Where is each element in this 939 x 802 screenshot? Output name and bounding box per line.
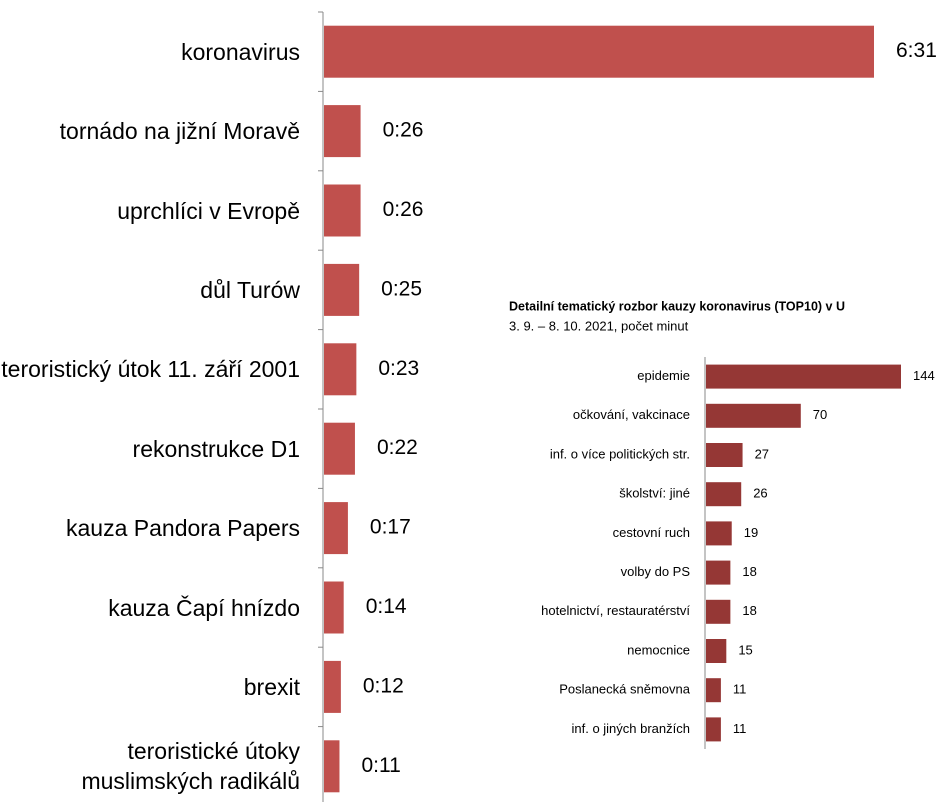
category-label: tornádo na jižní Moravě <box>59 118 300 145</box>
bar <box>706 521 732 546</box>
value-label: 19 <box>744 525 758 540</box>
value-label: 27 <box>755 446 769 461</box>
inset-subtitle: 3. 9. – 8. 10. 2021, počet minut <box>509 318 689 333</box>
category-label: důl Turów <box>200 276 300 303</box>
bar <box>324 581 344 634</box>
bar <box>324 740 340 793</box>
value-label: 0:12 <box>363 674 404 697</box>
category-label: Poslanecká sněmovna <box>559 682 691 697</box>
value-label: 0:14 <box>366 595 407 618</box>
category-label: volby do PS <box>621 564 691 579</box>
value-label: 0:17 <box>370 516 411 539</box>
value-label: 0:26 <box>383 119 424 142</box>
value-label: 15 <box>738 642 752 657</box>
bar <box>324 263 360 316</box>
category-label: epidemie <box>637 368 690 383</box>
value-label: 11 <box>733 682 747 697</box>
category-label: hotelnictví, restauratérství <box>541 603 690 618</box>
bar <box>324 25 874 78</box>
category-label: brexit <box>243 673 300 700</box>
category-label: cestovní ruch <box>613 525 690 540</box>
value-label: 0:23 <box>378 357 419 380</box>
bar <box>706 364 901 389</box>
value-label: 0:25 <box>381 277 422 300</box>
bar <box>706 639 727 663</box>
value-label: 11 <box>733 721 747 736</box>
category-label: uprchlíci v Evropě <box>117 197 300 224</box>
value-label: 70 <box>813 407 827 422</box>
bar <box>324 660 341 713</box>
bar <box>706 443 743 467</box>
category-label: školství: jiné <box>619 486 690 501</box>
value-label: 0:26 <box>383 198 424 221</box>
value-label: 26 <box>753 486 767 501</box>
category-label: inf. o jiných branžích <box>571 721 690 736</box>
bar <box>706 403 801 428</box>
value-label: 6:31 <box>896 39 937 62</box>
bar <box>324 422 355 475</box>
bar <box>706 678 721 703</box>
category-label: teroristický útok 11. září 2001 <box>1 356 300 383</box>
bar <box>324 105 361 158</box>
value-label: 18 <box>742 603 756 618</box>
value-label: 0:22 <box>377 436 418 459</box>
bar <box>324 502 348 555</box>
inset-title: Detailní tematický rozbor kauzy koronavi… <box>509 299 845 313</box>
value-label: 0:11 <box>361 754 400 777</box>
category-label: rekonstrukce D1 <box>132 435 300 462</box>
bar <box>706 717 721 742</box>
value-label: 18 <box>742 564 756 579</box>
bar <box>324 184 361 237</box>
value-label: 144 <box>913 368 935 383</box>
bar <box>706 599 731 624</box>
bar <box>706 560 731 585</box>
category-label: koronavirus <box>181 38 300 65</box>
bar <box>706 482 742 507</box>
category-label: očkování, vakcinace <box>573 407 690 422</box>
category-label: inf. o více politických str. <box>550 446 690 461</box>
category-label: kauza Čapí hnízdo <box>108 594 300 621</box>
category-label: teroristické útoky muslimských radikálů <box>81 738 300 795</box>
category-label: kauza Pandora Papers <box>66 515 300 542</box>
bar <box>324 343 357 396</box>
category-label: nemocnice <box>627 642 690 657</box>
